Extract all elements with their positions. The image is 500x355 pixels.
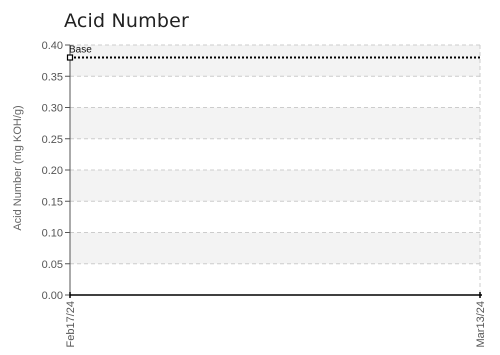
y-tick-label: 0.15 xyxy=(42,196,63,208)
series-label: Base xyxy=(69,45,92,56)
x-tick-label: Mar13/24 xyxy=(475,301,487,347)
y-tick-label: 0.25 xyxy=(42,134,63,146)
y-tick-label: 0.35 xyxy=(42,71,63,83)
grid-band xyxy=(70,107,480,139)
chart-title: Acid Number xyxy=(64,10,190,32)
y-axis-label: Acid Number (mg KOH/g) xyxy=(12,105,24,230)
grid-band xyxy=(70,45,480,77)
y-tick-label: 0.10 xyxy=(42,228,63,240)
grid-band xyxy=(70,170,480,202)
y-tick-label: 0.40 xyxy=(42,40,63,52)
data-point xyxy=(66,54,74,61)
y-tick-label: 0.00 xyxy=(42,290,63,302)
y-tick-label: 0.30 xyxy=(42,103,63,115)
y-tick-label: 0.20 xyxy=(42,165,63,177)
grid-band xyxy=(70,232,480,264)
y-tick-label: 0.05 xyxy=(42,259,63,271)
x-tick-label: Feb17/24 xyxy=(65,301,77,347)
